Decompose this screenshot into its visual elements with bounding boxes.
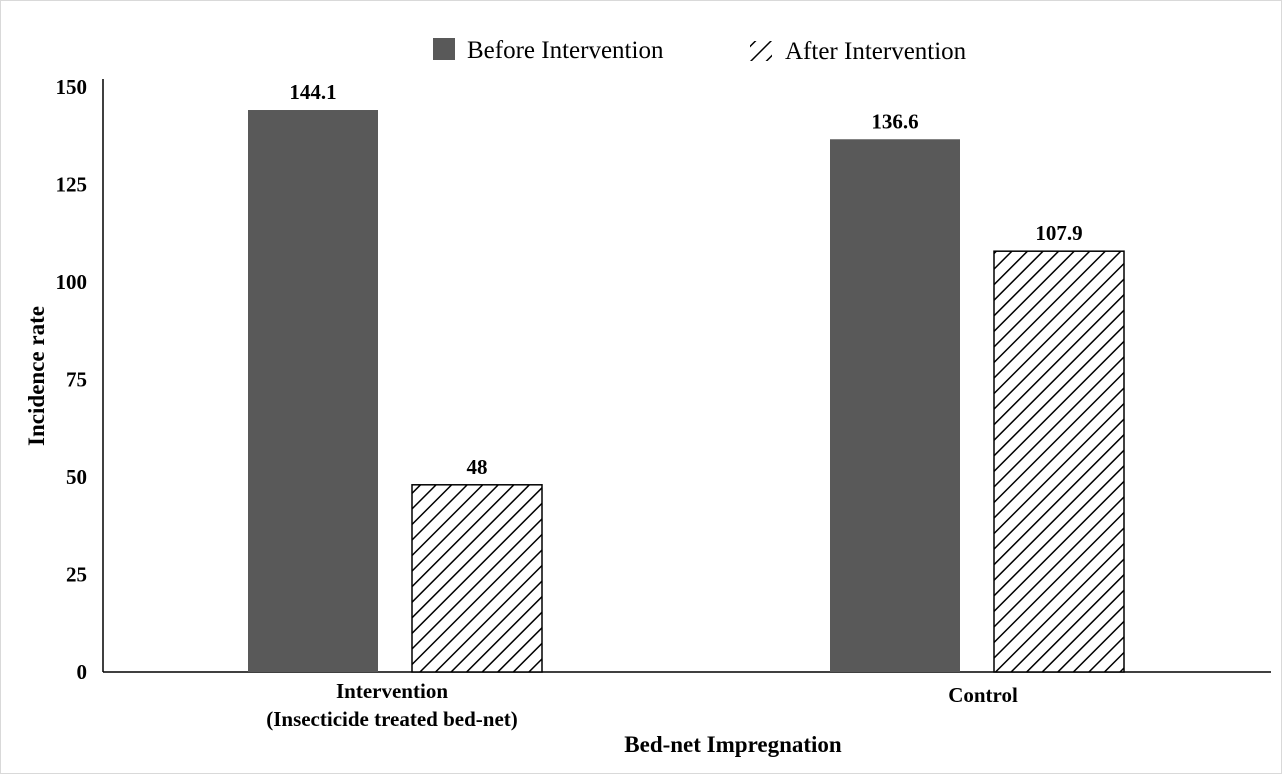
legend: Before Intervention After Intervention (433, 37, 967, 65)
data-labels: 144.1 136.6 48 107.9 (289, 80, 1082, 479)
data-label: 136.6 (871, 109, 918, 133)
y-tick-label: 125 (56, 173, 88, 197)
y-tick-label: 25 (66, 563, 87, 587)
y-tick-label: 0 (77, 660, 88, 684)
data-label: 144.1 (289, 80, 336, 104)
bar-before-control (830, 139, 960, 672)
category-sublabel-intervention: (Insecticide treated bed-net) (266, 707, 518, 731)
y-tick-labels: 0 25 50 75 100 125 150 (56, 75, 88, 684)
y-tick-label: 50 (66, 465, 87, 489)
legend-swatch-before (433, 38, 455, 60)
y-tick-label: 150 (56, 75, 88, 99)
bar-before-intervention (248, 110, 378, 672)
legend-label-after: After Intervention (785, 38, 967, 65)
bar-after-control (993, 250, 1125, 673)
category-label-intervention: Intervention (336, 679, 448, 703)
y-tick-label: 75 (66, 368, 87, 392)
y-tick-label: 100 (56, 270, 88, 294)
category-label-control: Control (948, 683, 1018, 707)
legend-label-before: Before Intervention (467, 37, 664, 64)
data-label: 107.9 (1035, 221, 1082, 245)
y-axis-title: Incidence rate (24, 306, 49, 446)
data-label: 48 (467, 455, 488, 479)
bar-after-intervention (411, 484, 543, 673)
legend-swatch-after (750, 41, 772, 61)
bars (248, 110, 1125, 673)
x-axis-title: Bed-net Impregnation (624, 732, 842, 757)
